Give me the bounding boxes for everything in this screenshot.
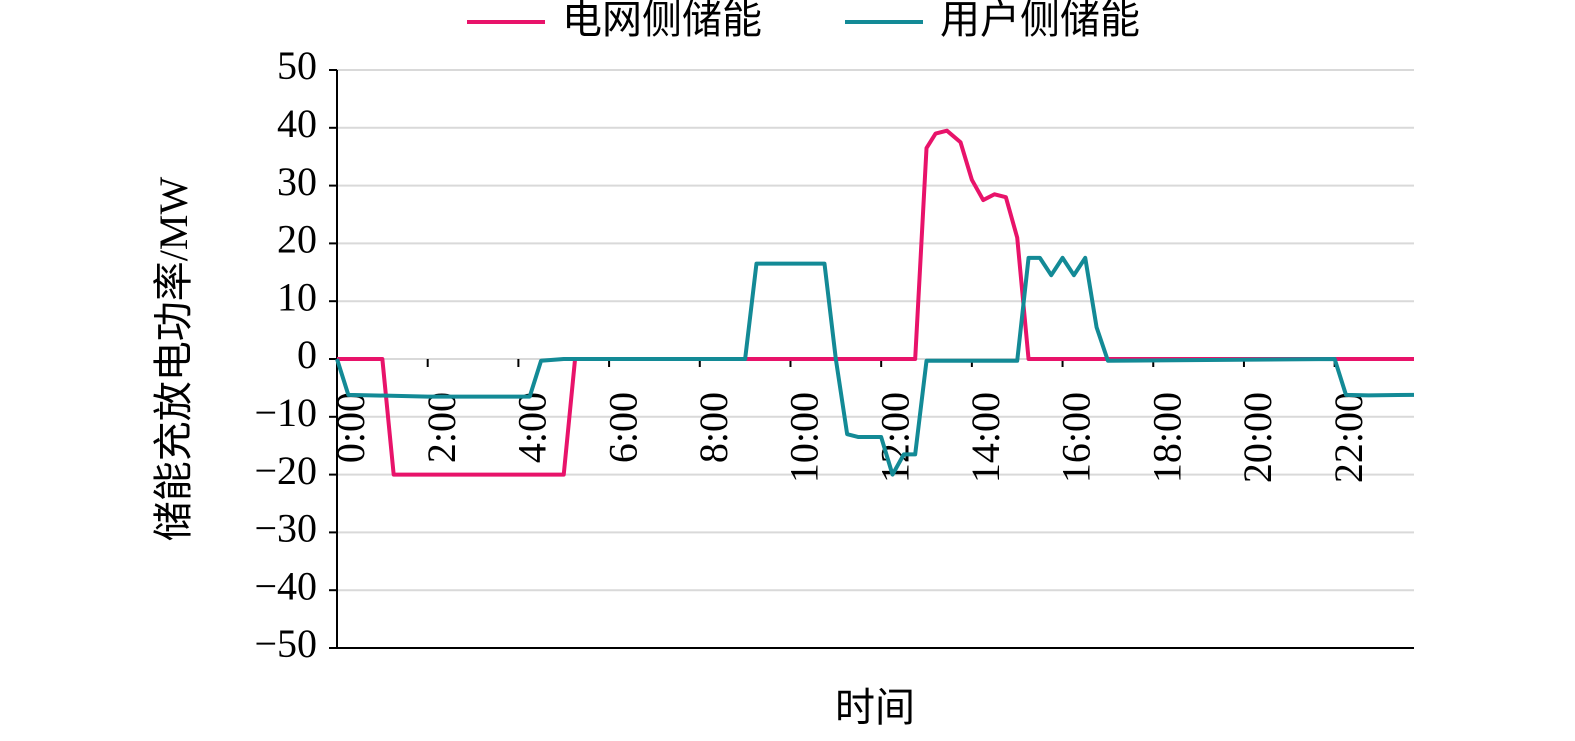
series-line xyxy=(335,255,1415,477)
y-tick-label: −20 xyxy=(254,448,317,493)
y-tick-label: 40 xyxy=(277,101,317,146)
x-tick-label: 18:00 xyxy=(1144,392,1189,483)
x-tick-label: 0:00 xyxy=(328,392,373,463)
legend-label: 用户侧储能 xyxy=(940,0,1140,42)
y-tick-label: 50 xyxy=(277,43,317,88)
x-tick-label: 16:00 xyxy=(1054,392,1099,483)
series-line xyxy=(337,128,1414,477)
y-tick-label: 10 xyxy=(277,274,317,319)
y-tick-label: −50 xyxy=(254,621,317,666)
y-tick-label: −10 xyxy=(254,390,317,435)
x-tick-label: 10:00 xyxy=(782,392,827,483)
x-tick-label: 6:00 xyxy=(600,392,645,463)
x-tick-label: 4:00 xyxy=(510,392,555,463)
x-tick-label: 22:00 xyxy=(1326,392,1371,483)
y-tick-label: 0 xyxy=(297,332,317,377)
x-tick-label: 14:00 xyxy=(963,392,1008,483)
y-tick-label: −40 xyxy=(254,563,317,608)
y-tick-label: −30 xyxy=(254,506,317,551)
y-tick-label: 20 xyxy=(277,217,317,262)
legend-label: 电网侧储能 xyxy=(562,0,762,42)
y-axis-title: 储能充放电功率/MW xyxy=(151,177,196,542)
x-tick-label: 8:00 xyxy=(691,392,736,463)
x-tick-label: 20:00 xyxy=(1235,392,1280,483)
x-axis-title: 时间 xyxy=(835,685,915,730)
x-tick-label: 2:00 xyxy=(419,392,464,463)
y-tick-label: 30 xyxy=(277,159,317,204)
